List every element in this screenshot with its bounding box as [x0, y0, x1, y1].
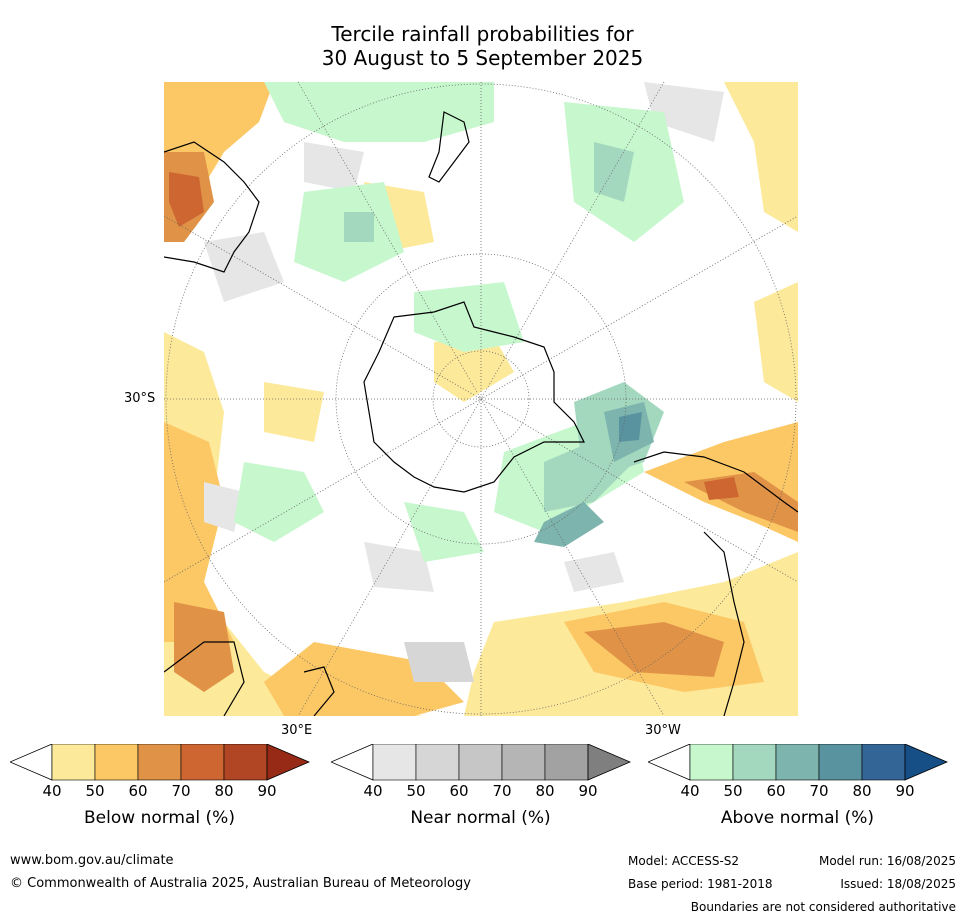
below-normal-swatch-3: [137, 743, 182, 781]
below-normal-tick-label: 90: [257, 782, 277, 800]
footer-model: Model: ACCESS-S2: [628, 854, 740, 868]
near-normal-swatch-3: [458, 743, 503, 781]
below-normal-colorbar-title: Below normal (%): [84, 808, 235, 828]
southern-africa-coastline: [164, 641, 245, 716]
below-normal-colorbar-svg: [8, 743, 311, 781]
footer-base-period: Base period: 1981-2018: [628, 877, 773, 891]
near-normal-swatch-4: [501, 743, 546, 781]
below-normal-tick-label: 60: [128, 782, 148, 800]
near-normal-swatch-1: [372, 743, 417, 781]
near-normal-tick-label: 40: [363, 782, 383, 800]
near-normal-tick-label: 70: [492, 782, 512, 800]
above-normal-swatch-4: [818, 743, 863, 781]
near-normal-tick-label: 60: [449, 782, 469, 800]
footer-url: www.bom.gov.au/climate: [10, 853, 174, 868]
below-normal-extend-high: [266, 743, 311, 781]
footer-issued: Issued: 18/08/2025: [840, 877, 956, 891]
above-normal-colorbar-title: Above normal (%): [720, 808, 875, 828]
near-normal-regions: [204, 82, 724, 682]
above-normal-swatch-5: [861, 743, 906, 781]
africa-coastline: [703, 531, 745, 716]
new-zealand-coastline: [428, 111, 470, 183]
above-normal-tick-label: 70: [809, 782, 829, 800]
below-normal-extend-low: [8, 743, 53, 781]
latitude-label-30s: 30°S: [124, 391, 156, 406]
near-normal-colorbar: 40 50 60 70 80 90 Near normal (%): [329, 743, 632, 834]
coastlines: [164, 111, 798, 716]
above-normal-swatch-1: [689, 743, 734, 781]
below-normal-swatch-4: [180, 743, 225, 781]
above-normal-tick-label: 90: [895, 782, 915, 800]
longitude-label-30e: 30°E: [281, 723, 313, 738]
title-line-1: Tercile rainfall probabilities for: [331, 22, 634, 46]
below-normal-tick-label: 70: [171, 782, 191, 800]
near-normal-swatch-5: [544, 743, 589, 781]
below-normal-tick-label: 40: [42, 782, 62, 800]
above-normal-colorbar: 40 50 60 70 80 90 Above normal (%): [646, 743, 949, 834]
above-normal-swatch-3: [775, 743, 820, 781]
near-normal-extend-high: [587, 743, 632, 781]
near-normal-swatch-2: [415, 743, 460, 781]
below-normal-swatch-2: [94, 743, 139, 781]
above-normal-swatch-2: [732, 743, 777, 781]
above-normal-extend-high: [904, 743, 949, 781]
graticule: [164, 82, 798, 716]
near-normal-tick-label: 80: [535, 782, 555, 800]
footer-disclaimer: Boundaries are not considered authoritat…: [690, 900, 956, 914]
map-title: Tercile rainfall probabilities for 30 Au…: [0, 22, 965, 70]
above-normal-tick-label: 80: [852, 782, 872, 800]
above-normal-regions: [234, 82, 684, 562]
below-normal-tick-label: 80: [214, 782, 234, 800]
antarctica-coastline: [363, 301, 585, 493]
probability-map: [164, 82, 798, 716]
above-normal-tick-label: 40: [680, 782, 700, 800]
below-normal-swatch-1: [51, 743, 96, 781]
near-normal-tick-label: 90: [578, 782, 598, 800]
near-normal-tick-label: 50: [406, 782, 426, 800]
footer-model-run: Model run: 16/08/2025: [818, 854, 956, 868]
below-normal-regions: [164, 82, 798, 716]
title-line-2: 30 August to 5 September 2025: [321, 46, 644, 70]
below-normal-colorbar: 40 50 60 70 80 90 Below normal (%): [8, 743, 311, 834]
below-normal-tick-label: 50: [85, 782, 105, 800]
above-normal-tick-label: 50: [723, 782, 743, 800]
near-normal-colorbar-svg: [329, 743, 632, 781]
above-normal-colorbar-svg: [646, 743, 949, 781]
footer-copyright: © Commonwealth of Australia 2025, Austra…: [10, 876, 471, 891]
above-normal-extend-low: [646, 743, 691, 781]
map-svg: [164, 82, 798, 716]
australia-coastline: [164, 141, 260, 273]
madagascar-coastline: [303, 666, 335, 716]
longitude-label-30w: 30°W: [645, 723, 681, 738]
south-america-coastline: [633, 451, 798, 513]
above-normal-tick-label: 60: [766, 782, 786, 800]
below-normal-swatch-5: [223, 743, 268, 781]
near-normal-extend-low: [329, 743, 374, 781]
near-normal-colorbar-title: Near normal (%): [410, 808, 551, 828]
